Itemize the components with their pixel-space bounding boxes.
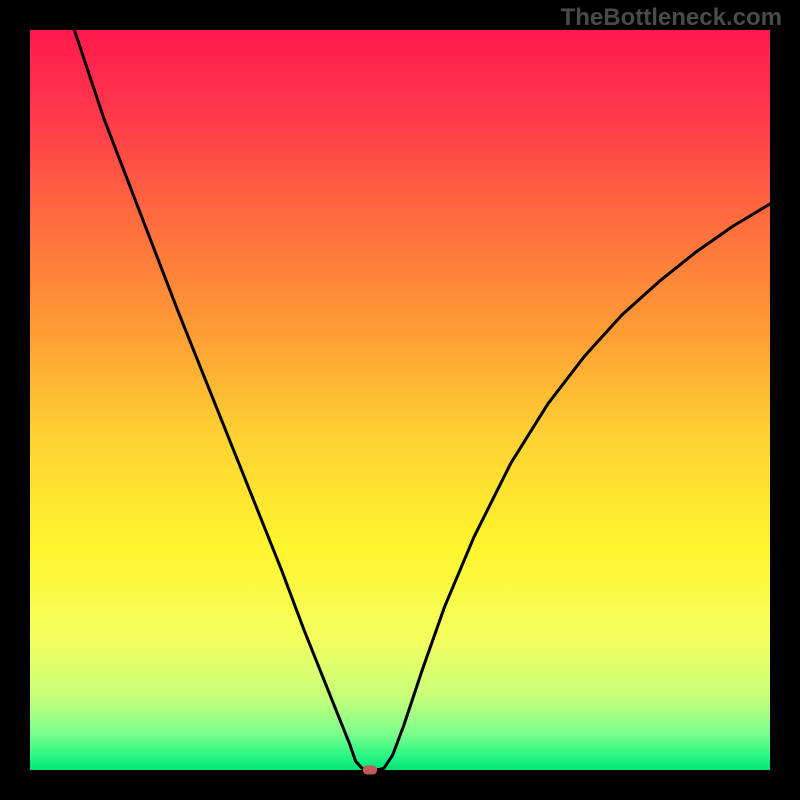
chart-frame: TheBottleneck.com bbox=[0, 0, 800, 800]
plot-area bbox=[30, 30, 770, 770]
watermark-text: TheBottleneck.com bbox=[561, 4, 782, 32]
bottleneck-curve bbox=[30, 30, 770, 770]
curve-path bbox=[74, 30, 770, 770]
optimal-point-marker bbox=[363, 766, 377, 775]
